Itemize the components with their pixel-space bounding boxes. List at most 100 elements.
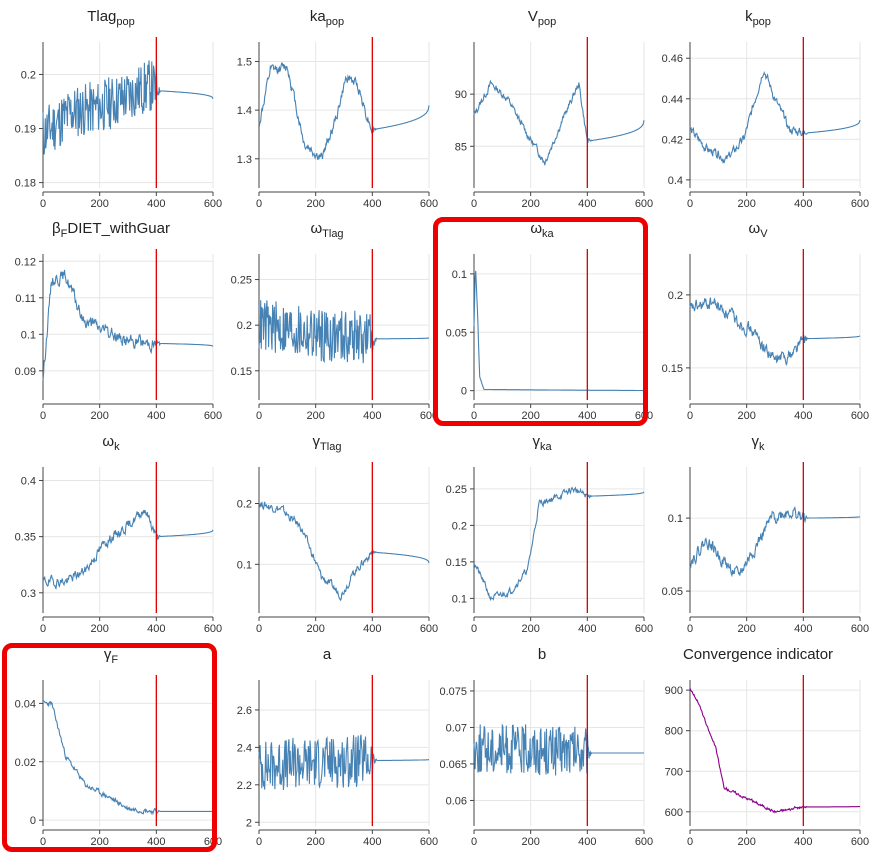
x-tick-label: 600 bbox=[851, 836, 869, 848]
x-tick-label: 600 bbox=[420, 623, 438, 635]
trace-panel-gamma_F: γF 0 0.02 0.04 0 200 400 600 bbox=[2, 638, 222, 852]
x-tick-label: 0 bbox=[40, 836, 46, 848]
panel-title-main: ω bbox=[102, 433, 115, 450]
x-tick-label: 400 bbox=[578, 198, 596, 210]
trace-panel-omega_Tlag: ωTlag 0.15 0.2 0.25 0 200 400 600 bbox=[219, 212, 439, 426]
trace-line bbox=[689, 297, 861, 366]
y-tick-label: 0.07 bbox=[446, 722, 467, 734]
panel-title-subscript: Tlag bbox=[322, 228, 344, 240]
y-tick-label: 0.3 bbox=[21, 588, 36, 600]
y-tick-label: 0.04 bbox=[15, 698, 36, 710]
trace-plot-svg: 00.020.040 200 400 600 bbox=[15, 675, 222, 848]
y-tick-label: 0.075 bbox=[439, 686, 467, 698]
trace-panel-beta_F_DIET_withGuar: βFDIET_withGuar 0.09 0.1 0.11 0.12 0 200 400 600 bbox=[3, 212, 223, 426]
trace-plot-svg: 0.09 0.1 0.11 0.12 0 200 400 600 bbox=[15, 249, 222, 422]
panel-title: ωV bbox=[650, 220, 866, 240]
trace-line bbox=[258, 62, 430, 161]
x-tick-label: 400 bbox=[363, 836, 381, 848]
x-tick-label: 0 bbox=[471, 410, 477, 422]
x-tick-label: 0 bbox=[687, 410, 693, 422]
panel-title-subscript: pop bbox=[116, 16, 135, 28]
x-tick-label: 400 bbox=[794, 623, 812, 635]
x-tick-label: 200 bbox=[90, 623, 108, 635]
y-tick-label: 0.2 bbox=[237, 499, 252, 511]
panel-title-subscript: ka bbox=[542, 228, 554, 240]
panel-title-subscript: pop bbox=[325, 16, 345, 28]
x-tick-label: 600 bbox=[635, 198, 653, 210]
trace-line bbox=[689, 70, 861, 164]
panel-title-main: V bbox=[527, 8, 538, 25]
panel-title: ωTlag bbox=[219, 220, 435, 240]
x-tick-label: 0 bbox=[687, 836, 693, 848]
y-tick-label: 2.4 bbox=[237, 742, 252, 754]
y-tick-label: 0.09 bbox=[15, 366, 36, 378]
panel-title-main: Tlag bbox=[87, 8, 117, 25]
x-tick-label: 200 bbox=[306, 623, 324, 635]
x-tick-label: 400 bbox=[578, 410, 596, 422]
panel-title: Convergence indicator bbox=[650, 646, 866, 663]
trace-line bbox=[473, 723, 644, 776]
trace-panel-gamma_k: γk 0.05 0.1 0 200 400 600 bbox=[650, 425, 870, 639]
panel-title-main: ω bbox=[748, 220, 761, 237]
y-tick-label: 0 bbox=[461, 386, 467, 398]
y-tick-label: 0.11 bbox=[15, 293, 36, 305]
x-tick-label: 400 bbox=[794, 410, 812, 422]
y-tick-label: 0.1 bbox=[452, 593, 467, 605]
y-tick-label: 0.1 bbox=[452, 269, 467, 281]
x-tick-label: 200 bbox=[90, 410, 108, 422]
x-tick-label: 400 bbox=[794, 198, 812, 210]
trace-line bbox=[42, 269, 214, 381]
x-tick-label: 600 bbox=[851, 623, 869, 635]
y-tick-label: 2.2 bbox=[237, 780, 252, 792]
y-tick-label: 2.6 bbox=[237, 705, 252, 717]
panel-title-subscript: pop bbox=[752, 16, 771, 28]
trace-panel-a: a 2 2.2 2.4 2.6 0 200 400 600 bbox=[219, 638, 438, 852]
panel-title-main: γ bbox=[312, 433, 321, 450]
x-tick-label: 600 bbox=[204, 410, 222, 422]
trace-line bbox=[42, 509, 214, 590]
x-tick-label: 600 bbox=[420, 198, 438, 210]
trace-panel-gamma_Tlag: γTlag 0.1 0.2 0 200 400 600 bbox=[219, 425, 438, 639]
y-tick-label: 0.35 bbox=[15, 532, 36, 544]
trace-line bbox=[258, 300, 430, 364]
y-tick-label: 0.2 bbox=[237, 320, 252, 332]
trace-line bbox=[258, 501, 430, 602]
panel-title-main: b bbox=[537, 646, 547, 663]
panel-title: Vpop bbox=[434, 8, 650, 28]
panel-title: Tlagpop bbox=[3, 8, 219, 28]
panel-title: ωka bbox=[434, 220, 650, 240]
panel-title-tail: DIET_withGuar bbox=[67, 220, 170, 237]
y-tick-label: 0.44 bbox=[662, 94, 683, 106]
panel-title: γTlag bbox=[219, 433, 435, 453]
x-tick-label: 600 bbox=[635, 623, 653, 635]
y-tick-label: 0.2 bbox=[668, 290, 683, 302]
x-tick-label: 400 bbox=[147, 836, 165, 848]
x-tick-label: 400 bbox=[363, 623, 381, 635]
panel-title-subscript: F bbox=[111, 654, 119, 666]
panel-title-subscript: F bbox=[60, 228, 68, 240]
trace-plot-svg: 0.3 0.35 0.4 0 200 400 600 bbox=[15, 462, 222, 635]
panel-title-main: ka bbox=[309, 8, 326, 25]
x-tick-label: 0 bbox=[256, 836, 262, 848]
x-tick-label: 200 bbox=[521, 198, 539, 210]
panel-title-main: γ bbox=[103, 646, 112, 663]
panel-title-subscript: ka bbox=[539, 441, 552, 453]
x-tick-label: 600 bbox=[420, 836, 438, 848]
x-tick-label: 0 bbox=[40, 623, 46, 635]
trace-panel-omega_k: ωk 0.3 0.35 0.4 0 200 400 600 bbox=[3, 425, 223, 639]
x-tick-label: 200 bbox=[306, 836, 324, 848]
trace-line bbox=[42, 60, 214, 155]
panel-title: γk bbox=[650, 433, 866, 453]
x-tick-label: 200 bbox=[521, 410, 539, 422]
trace-panel-b: b 0.06 0.065 0.07 0.075 0 200 400 600 bbox=[434, 638, 653, 852]
y-tick-label: 0.02 bbox=[15, 757, 36, 769]
trace-plot-svg: 0.4 0.42 0.44 0.46 0 200 400 600 bbox=[662, 37, 869, 210]
y-tick-label: 0.25 bbox=[446, 484, 467, 496]
panel-title-main: a bbox=[322, 646, 332, 663]
panel-title-main: k bbox=[745, 8, 753, 25]
trace-plot-svg: 00.050.10 200 400 600 bbox=[446, 249, 653, 422]
y-tick-label: 0.15 bbox=[662, 363, 683, 375]
y-tick-label: 0.12 bbox=[15, 256, 36, 268]
y-tick-label: 0.1 bbox=[21, 329, 36, 341]
y-tick-label: 1.3 bbox=[237, 154, 252, 166]
